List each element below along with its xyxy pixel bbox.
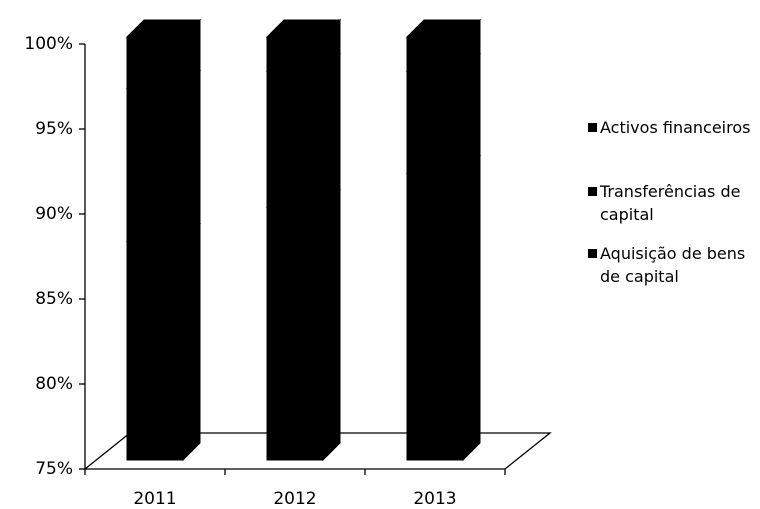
bar: [406, 70, 464, 174]
bar: [406, 172, 464, 461]
bar-side: [182, 222, 201, 462]
bar: [266, 206, 324, 461]
bar-side: [462, 154, 481, 462]
legend-label: Transferências de capital: [600, 182, 741, 224]
legend-swatch: [588, 187, 597, 196]
bar: [266, 36, 324, 72]
y-tick-label: 85%: [35, 289, 73, 309]
bar: [126, 240, 184, 461]
y-tick-label: 95%: [35, 119, 73, 139]
x-tick-label: 2011: [133, 489, 176, 509]
legend-label: Activos financeiros: [600, 118, 751, 137]
bar: [126, 87, 184, 242]
bar-side: [462, 52, 481, 175]
bar: [266, 70, 324, 208]
legend-label: Aquisição de bens de capital: [600, 244, 746, 286]
bar: [406, 36, 464, 72]
x-tick-label: 2013: [413, 489, 456, 509]
legend-swatch: [588, 123, 597, 132]
bar: [126, 36, 184, 89]
bar-side: [322, 52, 341, 209]
bar-side: [182, 69, 201, 243]
bar-side: [322, 188, 341, 462]
y-tick-label: 90%: [35, 204, 73, 224]
x-tick-label: 2012: [273, 489, 316, 509]
y-tick-label: 75%: [35, 459, 73, 479]
y-tick-label: 80%: [35, 374, 73, 394]
legend-swatch: [588, 249, 597, 258]
y-tick-label: 100%: [24, 34, 73, 54]
